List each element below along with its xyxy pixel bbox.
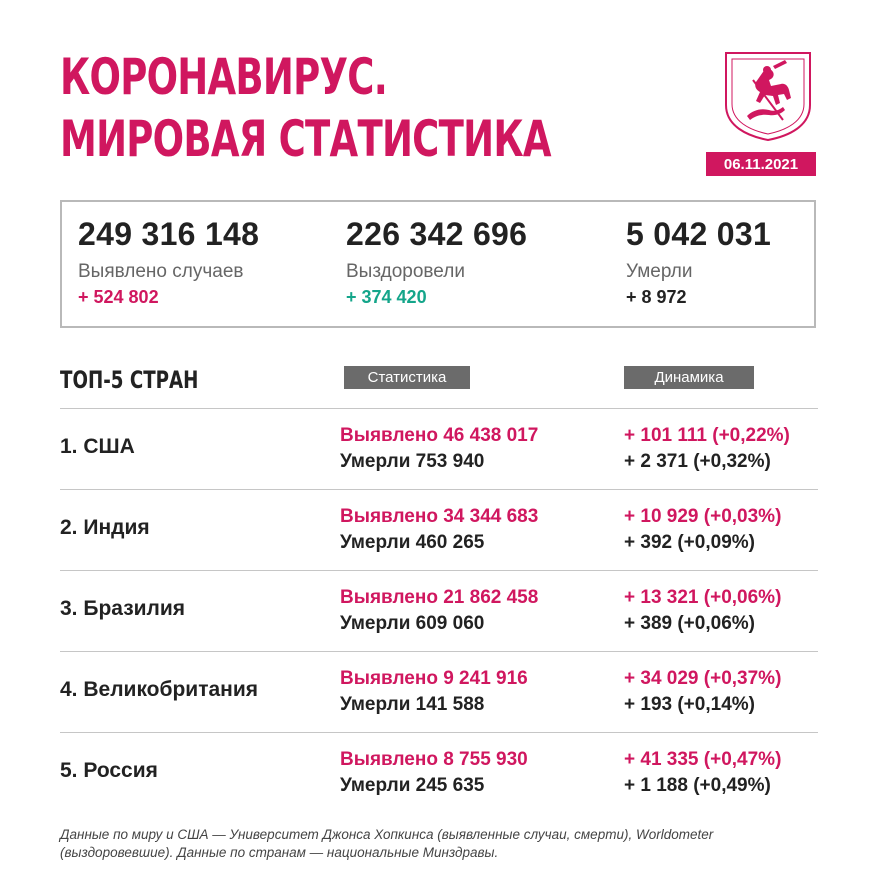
cases-total: Выявлено 9 241 916	[340, 668, 528, 689]
summary-cases: 249 316 148 Выявлено случаев + 524 802	[78, 216, 259, 308]
country-row: 4. Великобритания Выявлено 9 241 916 Уме…	[60, 651, 818, 732]
deaths-delta: + 1 188 (+0,49%)	[624, 775, 771, 796]
cases-total: Выявлено 21 862 458	[340, 587, 539, 608]
cases-total: Выявлено 34 344 683	[340, 506, 539, 527]
cases-delta: + 34 029 (+0,37%)	[624, 668, 782, 689]
summary-cases-delta: + 524 802	[78, 287, 159, 307]
deaths-total: Умерли 460 265	[340, 532, 485, 553]
source-footnote: Данные по миру и США — Университет Джонс…	[60, 827, 714, 860]
country-row: 3. Бразилия Выявлено 21 862 458 Умерли 6…	[60, 570, 818, 651]
summary-recovered: 226 342 696 Выздоровели + 374 420	[346, 216, 527, 308]
deaths-delta: + 389 (+0,06%)	[624, 613, 755, 634]
deaths-total: Умерли 245 635	[340, 775, 485, 796]
country-row: 2. Индия Выявлено 34 344 683 Умерли 460 …	[60, 489, 818, 570]
summary-deaths: 5 042 031 Умерли + 8 972	[626, 216, 771, 308]
title-line-2: МИРОВАЯ СТАТИСТИКА	[60, 110, 551, 168]
country-row: 5. Россия Выявлено 8 755 930 Умерли 245 …	[60, 732, 818, 813]
summary-deaths-delta: + 8 972	[626, 287, 687, 307]
country-name: 4. Великобритания	[60, 678, 259, 701]
statistics-column-label: Статистика	[344, 366, 470, 389]
country-name: 2. Индия	[60, 516, 150, 539]
moscow-coat-of-arms-icon	[723, 50, 813, 142]
cases-delta: + 13 321 (+0,06%)	[624, 587, 782, 608]
deaths-total: Умерли 141 588	[340, 694, 485, 715]
cases-delta: + 101 111 (+0,22%)	[624, 425, 790, 446]
deaths-delta: + 2 371 (+0,32%)	[624, 451, 771, 472]
cases-delta: + 10 929 (+0,03%)	[624, 506, 782, 527]
top5-header: ТОП-5 СТРАН	[60, 366, 199, 394]
top5-list: 1. США Выявлено 46 438 017 Умерли 753 94…	[60, 408, 818, 813]
cases-total: Выявлено 46 438 017	[340, 425, 539, 446]
country-row: 1. США Выявлено 46 438 017 Умерли 753 94…	[60, 408, 818, 489]
summary-deaths-label: Умерли	[626, 261, 693, 282]
cases-total: Выявлено 8 755 930	[340, 749, 528, 770]
country-name: 3. Бразилия	[60, 597, 186, 620]
page-title: КОРОНАВИРУС. МИРОВАЯ СТАТИСТИКА	[60, 46, 551, 170]
summary-recovered-number: 226 342 696	[346, 216, 528, 252]
summary-deaths-number: 5 042 031	[626, 216, 772, 252]
summary-cases-label: Выявлено случаев	[78, 261, 244, 282]
dynamics-column-label: Динамика	[624, 366, 754, 389]
world-summary-box: 249 316 148 Выявлено случаев + 524 802 2…	[60, 200, 816, 328]
cases-delta: + 41 335 (+0,47%)	[624, 749, 782, 770]
deaths-delta: + 193 (+0,14%)	[624, 694, 755, 715]
deaths-delta: + 392 (+0,09%)	[624, 532, 755, 553]
deaths-total: Умерли 609 060	[340, 613, 485, 634]
country-name: 5. Россия	[60, 759, 158, 782]
deaths-total: Умерли 753 940	[340, 451, 485, 472]
summary-cases-number: 249 316 148	[78, 216, 260, 252]
date-badge: 06.11.2021	[706, 152, 816, 176]
summary-recovered-label: Выздоровели	[346, 261, 465, 282]
country-name: 1. США	[60, 435, 135, 458]
summary-recovered-delta: + 374 420	[346, 287, 427, 307]
title-line-1: КОРОНАВИРУС.	[60, 48, 388, 106]
